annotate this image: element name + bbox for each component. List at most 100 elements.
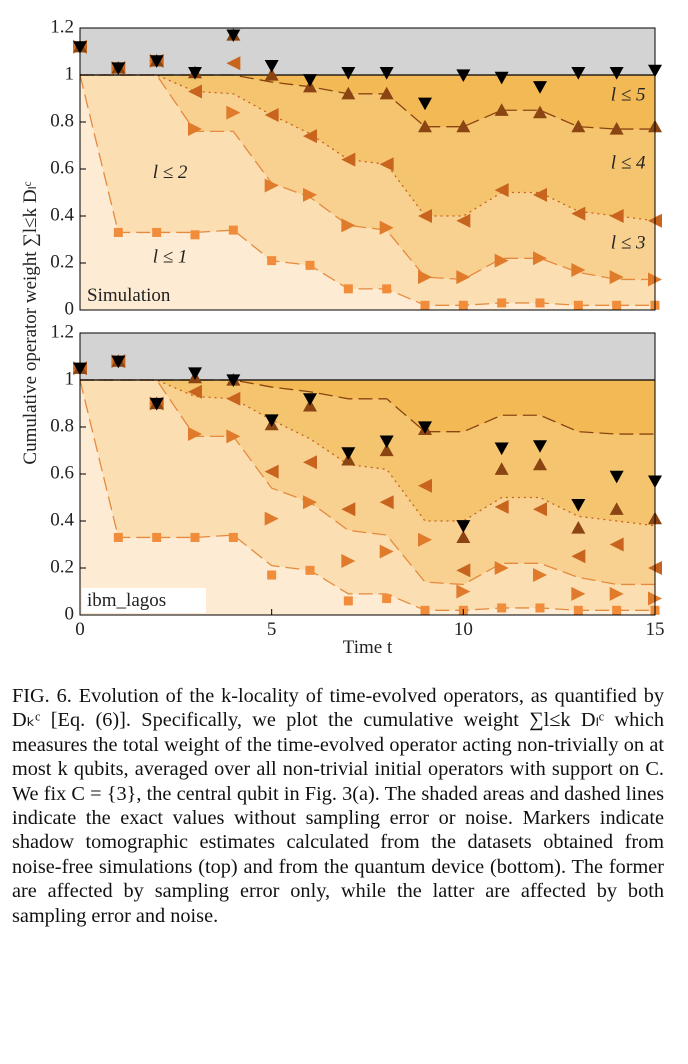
panel-label: Simulation xyxy=(87,285,171,306)
marker xyxy=(190,532,200,542)
marker xyxy=(305,565,315,575)
marker xyxy=(418,119,432,133)
marker xyxy=(609,209,624,223)
marker xyxy=(571,119,586,133)
marker xyxy=(303,74,317,87)
region-label: l ≤ 5 xyxy=(611,85,646,106)
marker xyxy=(571,67,586,80)
marker xyxy=(533,105,547,119)
y-tick-label: 1 xyxy=(65,63,75,84)
marker xyxy=(494,462,509,475)
marker xyxy=(418,532,432,547)
marker xyxy=(494,103,509,116)
exact-region xyxy=(80,380,655,615)
marker xyxy=(303,393,317,406)
marker xyxy=(264,414,279,427)
y-tick-label: 0.2 xyxy=(50,556,74,577)
marker xyxy=(303,455,317,470)
marker xyxy=(226,105,241,120)
marker xyxy=(494,71,509,85)
marker xyxy=(267,570,277,580)
marker xyxy=(609,122,624,135)
x-tick-label: 5 xyxy=(267,619,277,640)
marker xyxy=(379,157,394,172)
y-tick-label: 0.6 xyxy=(50,462,74,483)
marker xyxy=(264,60,279,73)
figure: l ≤ 1 l ≤ 2 l ≤ 3 l ≤ 4 l ≤ 5 0 0.2 0.4 0.6 0.8 1 1… xyxy=(20,16,665,658)
exact-region xyxy=(80,75,655,310)
marker xyxy=(341,218,356,233)
marker xyxy=(494,183,509,198)
y-tick-label: 0.8 xyxy=(50,415,74,436)
x-tick-label: 0 xyxy=(75,619,85,640)
marker xyxy=(573,300,583,310)
marker xyxy=(612,605,622,615)
marker xyxy=(418,97,432,111)
panel-label-box xyxy=(82,588,206,613)
marker xyxy=(303,495,317,510)
marker xyxy=(341,502,356,517)
marker xyxy=(341,152,356,167)
marker xyxy=(264,178,279,193)
marker xyxy=(456,584,471,599)
exact-line xyxy=(79,379,655,611)
marker xyxy=(420,605,430,615)
marker xyxy=(113,227,123,237)
marker xyxy=(609,502,624,515)
marker xyxy=(188,427,202,442)
marker xyxy=(341,447,356,460)
marker xyxy=(609,67,624,80)
marker xyxy=(152,227,162,237)
marker xyxy=(379,435,394,449)
marker xyxy=(343,596,353,606)
marker xyxy=(228,532,238,542)
marker xyxy=(341,553,356,568)
exact-line xyxy=(80,74,655,281)
caption: FIG. 6. Evolution of the k-locality of t… xyxy=(12,685,664,927)
exact-line xyxy=(79,74,655,306)
marker xyxy=(382,284,392,294)
marker xyxy=(379,86,394,100)
marker xyxy=(456,213,471,228)
marker xyxy=(533,457,547,471)
marker xyxy=(226,391,241,406)
y-tick-label: 0.6 xyxy=(50,157,74,178)
marker xyxy=(573,605,583,615)
marker xyxy=(418,478,432,493)
marker xyxy=(612,300,622,310)
marker xyxy=(418,421,432,434)
marker xyxy=(264,107,279,122)
exact-line xyxy=(80,379,655,435)
y-tick-label: 0.2 xyxy=(50,251,74,272)
region-label: l ≤ 2 xyxy=(153,162,188,183)
marker xyxy=(226,29,241,43)
marker xyxy=(188,84,202,99)
marker xyxy=(456,119,471,133)
marker xyxy=(571,498,586,512)
region-label: l ≤ 4 xyxy=(611,153,646,174)
marker xyxy=(418,209,432,223)
marker xyxy=(571,263,586,278)
marker xyxy=(303,129,317,144)
marker xyxy=(494,253,509,268)
y-tick-label: 1 xyxy=(65,368,75,389)
marker xyxy=(533,251,547,266)
marker xyxy=(305,260,315,270)
marker xyxy=(341,86,356,100)
marker xyxy=(571,549,586,564)
marker xyxy=(456,69,471,82)
marker xyxy=(533,81,547,94)
y-tick-label: 0 xyxy=(65,603,75,624)
marker xyxy=(264,464,279,479)
marker xyxy=(571,521,586,534)
marker xyxy=(571,206,586,221)
region-label: l ≤ 3 xyxy=(611,233,646,254)
marker xyxy=(456,563,471,578)
marker xyxy=(226,374,241,387)
x-tick-label: 10 xyxy=(454,619,473,640)
marker xyxy=(420,300,430,310)
marker xyxy=(533,440,547,453)
marker xyxy=(535,298,545,308)
marker xyxy=(188,367,202,380)
